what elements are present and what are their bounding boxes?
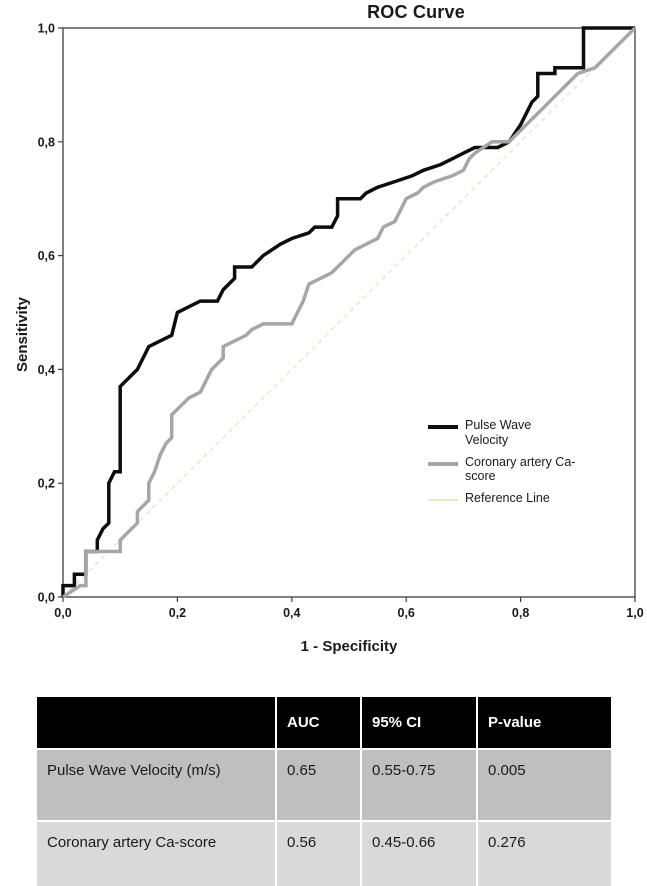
y-tick-label: 0,6 [38, 249, 55, 263]
y-axis-label: Sensitivity [14, 296, 31, 372]
table-row: Pulse Wave Velocity (m/s) 0.65 0.55-0.75… [35, 748, 613, 822]
auc-value: 0.65 [275, 748, 362, 822]
chart-legend: Pulse Wave Velocity Coronary artery Ca-s… [428, 418, 633, 513]
legend-item-reference: Reference Line [428, 491, 633, 506]
roc-plot-svg: 0,0 0,2 0,4 0,6 0,8 1,0 0,0 0,2 0,4 0,6 0,8 1,0 [38, 22, 644, 621]
x-tick-label: 0,4 [283, 606, 300, 620]
pwv-line-swatch [428, 425, 458, 429]
table-header-row: AUC 95% CI P-value [35, 695, 613, 750]
legend-label: Reference Line [465, 491, 550, 505]
ci-value: 0.45-0.66 [360, 820, 478, 886]
y-tick-label: 0,2 [38, 477, 55, 491]
auc-value: 0.56 [275, 820, 362, 886]
header-auc: AUC [275, 695, 362, 750]
header-ci: 95% CI [360, 695, 478, 750]
x-tick-label: 0,8 [512, 606, 529, 620]
row-label: Coronary artery Ca-score [35, 820, 277, 886]
table-row: Coronary artery Ca-score 0.56 0.45-0.66 … [35, 820, 613, 886]
x-tick-label: 0,2 [169, 606, 186, 620]
p-value: 0.005 [476, 748, 613, 822]
roc-chart: 0,0 0,2 0,4 0,6 0,8 1,0 0,0 0,2 0,4 0,6 0,8 1,0 ROC… [14, 2, 644, 655]
y-tick-label: 0,8 [38, 135, 55, 149]
y-tick-label: 1,0 [38, 22, 55, 36]
y-tick-label: 0,0 [38, 591, 55, 605]
p-value: 0.276 [476, 820, 613, 886]
x-axis-label: 1 - Specificity [300, 638, 398, 655]
y-tick-label: 0,4 [38, 363, 55, 377]
legend-item-ca-score: Coronary artery Ca-score [428, 455, 633, 485]
legend-label: Pulse Wave Velocity [465, 418, 532, 447]
chart-title: ROC Curve [367, 2, 465, 22]
series-coronary-artery-ca-score [62, 26, 637, 599]
header-empty [35, 695, 277, 750]
legend-item-pwv: Pulse Wave Velocity [428, 418, 633, 448]
row-label: Pulse Wave Velocity (m/s) [35, 748, 277, 822]
x-tick-label: 0,6 [398, 606, 415, 620]
x-tick-label: 0,0 [54, 606, 71, 620]
auc-results-table: AUC 95% CI P-value Pulse Wave Velocity (… [35, 695, 613, 886]
series-pulse-wave-velocity [61, 26, 635, 597]
header-p-value: P-value [476, 695, 613, 750]
reference-line-swatch [428, 499, 458, 501]
legend-label: Coronary artery Ca-score [465, 454, 576, 484]
x-tick-label: 1,0 [626, 606, 643, 620]
ci-value: 0.55-0.75 [360, 748, 478, 822]
plot-border [62, 27, 636, 598]
ca-score-line-swatch [428, 461, 458, 466]
